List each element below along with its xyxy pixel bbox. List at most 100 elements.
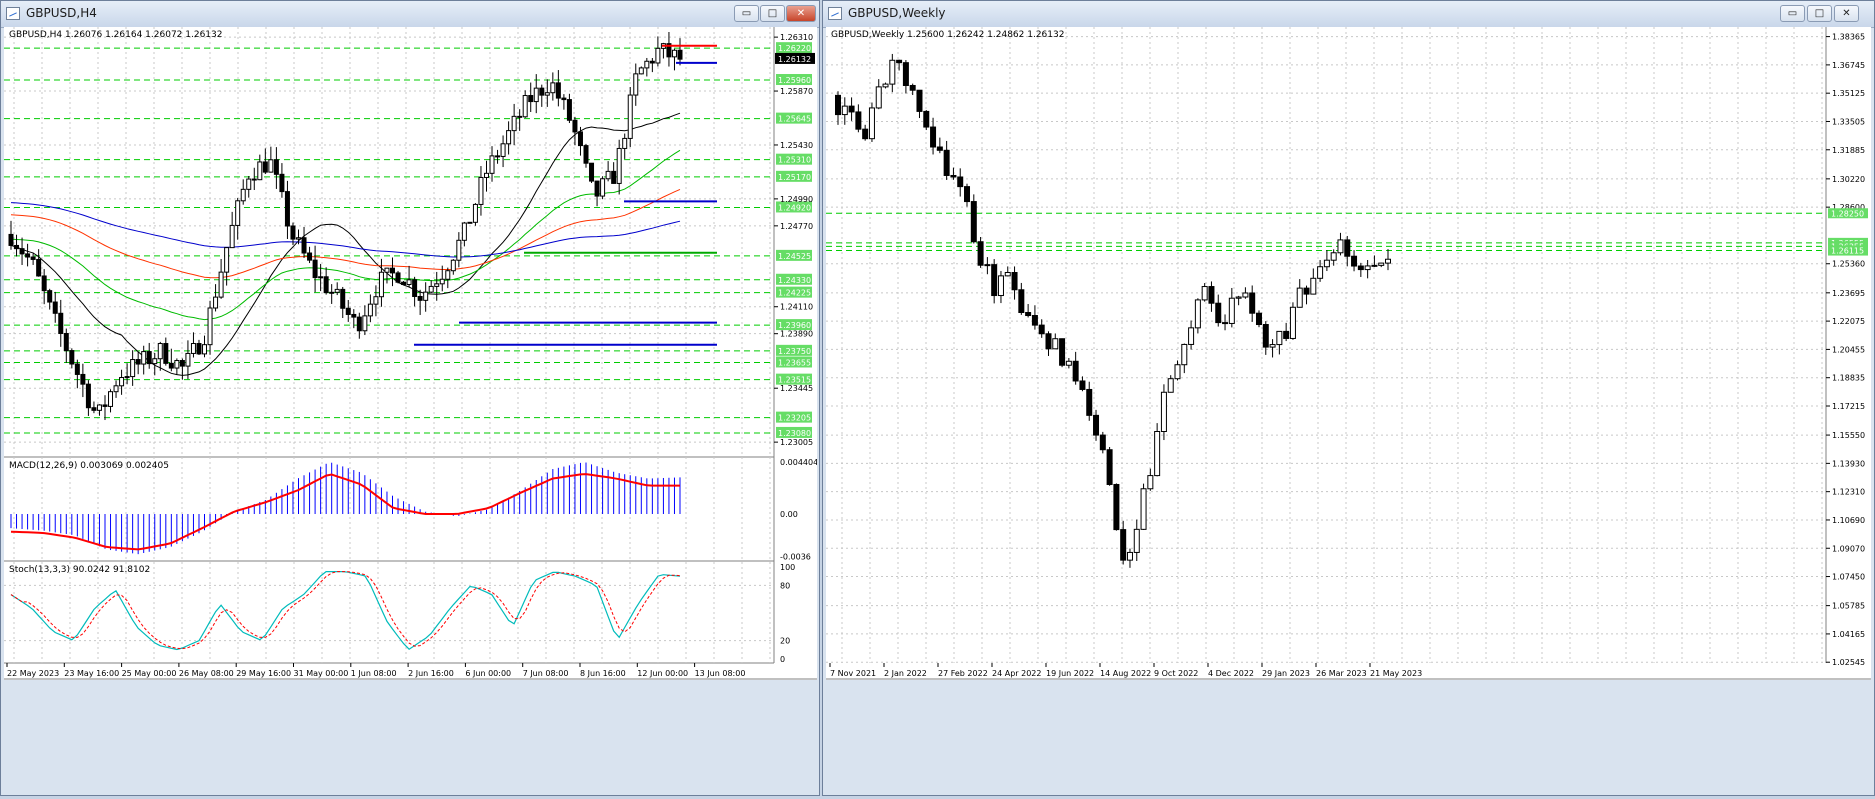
- time-axis-label: 8 Jun 16:00: [580, 669, 626, 678]
- candle-body: [1310, 277, 1317, 295]
- weekly-background: [826, 27, 1871, 795]
- time-axis-label: 6 Jun 00:00: [465, 669, 511, 678]
- h4-chart-window[interactable]: GBPUSD,H4 ▭ □ ✕ 1.26220 1.25960 1.25645 1.2…: [0, 0, 820, 796]
- candle-body: [1255, 312, 1262, 326]
- level-label-box: [776, 411, 812, 423]
- candle-body: [63, 332, 69, 352]
- candle-body: [1059, 338, 1066, 366]
- weekly-window-title: GBPUSD,Weekly: [848, 6, 946, 20]
- price-tick-label: 1.24770: [780, 222, 813, 231]
- candle-body: [1215, 302, 1222, 324]
- candle-body: [1126, 551, 1133, 561]
- price-tick-label: 1.23005: [780, 438, 813, 447]
- candle-body: [555, 82, 561, 99]
- candle-body: [312, 259, 318, 279]
- candle-body: [882, 83, 889, 88]
- level-label: 1.25645: [778, 115, 811, 124]
- candle-body: [957, 176, 964, 188]
- candle-body: [25, 253, 31, 258]
- macd-tick-label: 0.004404: [780, 458, 817, 467]
- h4-titlebar[interactable]: GBPUSD,H4 ▭ □ ✕: [1, 1, 819, 28]
- candle-body: [489, 155, 495, 174]
- price-tick-label: 1.17215: [1832, 402, 1865, 411]
- candle-body: [566, 99, 572, 121]
- candle-body: [340, 288, 346, 309]
- candle-body: [69, 350, 75, 365]
- h4-bottom-bar: [4, 680, 817, 795]
- price-tick-label: 1.25870: [780, 87, 813, 96]
- candle-body: [417, 295, 423, 301]
- candle-body: [389, 267, 395, 274]
- time-axis-label: 14 Aug 2022: [1100, 669, 1151, 678]
- candle-body: [1018, 289, 1025, 314]
- candle-body: [611, 170, 617, 184]
- candle-body: [251, 178, 257, 181]
- candle-body: [1228, 297, 1235, 324]
- close-button[interactable]: ✕: [1834, 5, 1859, 22]
- price-tick-label: 1.20455: [1832, 345, 1865, 354]
- level-label: 1.23080: [778, 429, 811, 438]
- candle-body: [550, 82, 556, 94]
- weekly-chart-area[interactable]: 1.38365 1.36745 1.35125 1.33505 1.31885 1.302…: [826, 27, 1871, 795]
- candle-body: [146, 351, 152, 365]
- weekly-titlebar[interactable]: GBPUSD,Weekly ▭ □ ✕: [823, 1, 1874, 28]
- candle-body: [638, 67, 644, 75]
- candle-body: [8, 233, 14, 246]
- candle-body: [1357, 265, 1364, 271]
- candle-body: [583, 145, 589, 164]
- candle-body: [96, 404, 102, 411]
- candle-body: [1174, 364, 1181, 380]
- candle-body: [1004, 272, 1011, 277]
- candle-body: [334, 288, 340, 293]
- candle-body: [528, 95, 534, 103]
- stoch-tick-label: 80: [780, 581, 790, 590]
- minimize-button[interactable]: ▭: [734, 5, 759, 22]
- candle-body: [213, 296, 219, 309]
- close-button[interactable]: ✕: [786, 5, 816, 22]
- candle-body: [862, 128, 869, 140]
- price-tick-label: 1.24110: [780, 303, 813, 312]
- candle-body: [384, 267, 390, 273]
- candle-body: [1160, 391, 1167, 433]
- time-axis-label: 12 Jun 00:00: [637, 669, 688, 678]
- level-label: 1.25170: [778, 173, 811, 182]
- candle-body: [235, 200, 241, 226]
- candle-body: [677, 49, 683, 60]
- price-tick-label: 1.36745: [1832, 61, 1865, 70]
- candle-body: [307, 252, 313, 261]
- candle-body: [1344, 239, 1351, 257]
- candle-body: [439, 278, 445, 285]
- time-axis-label: 13 Jun 08:00: [695, 669, 746, 678]
- candle-body: [124, 376, 130, 379]
- level-label-box: [776, 273, 812, 285]
- candle-body: [1113, 483, 1120, 531]
- h4-chart-area[interactable]: 1.26220 1.25960 1.25645 1.25310 1.25170 1.249…: [4, 27, 818, 795]
- candle-body: [500, 143, 506, 157]
- candle-body: [1188, 327, 1195, 345]
- stoch-tick-label: 100: [780, 563, 795, 572]
- level-label-box: [776, 356, 812, 368]
- ma-blue-line: [10, 202, 681, 258]
- h4-chart-svg: 1.26220 1.25960 1.25645 1.25310 1.25170 1.249…: [4, 27, 818, 795]
- price-tick-label: 1.23695: [1832, 289, 1865, 298]
- candle-body: [168, 362, 174, 369]
- candle-body: [1283, 330, 1290, 339]
- candle-body: [395, 272, 401, 283]
- candle-body: [240, 188, 246, 202]
- maximize-button[interactable]: □: [1807, 5, 1832, 22]
- level-label-box: [1828, 245, 1868, 256]
- candle-body: [218, 271, 224, 298]
- maximize-button[interactable]: □: [760, 5, 785, 22]
- minimize-button[interactable]: ▭: [1780, 5, 1805, 22]
- candle-body: [835, 94, 841, 116]
- time-axis-label: 22 May 2023: [7, 669, 59, 678]
- level-label-box: [776, 74, 812, 86]
- candle-body: [1385, 258, 1391, 264]
- candle-body: [1201, 286, 1208, 301]
- candle-body: [1045, 333, 1052, 350]
- candle-body: [1262, 324, 1269, 348]
- time-axis-label: 2 Jan 2022: [884, 669, 927, 678]
- time-axis-label: 24 Apr 2022: [992, 669, 1041, 678]
- candle-body: [373, 296, 379, 305]
- weekly-chart-window[interactable]: GBPUSD,Weekly ▭ □ ✕ 1.38365 1.36745 1.3512…: [822, 0, 1875, 796]
